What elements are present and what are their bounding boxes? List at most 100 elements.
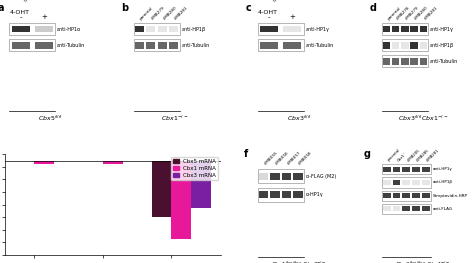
Bar bbox=[191, 160, 211, 208]
FancyBboxPatch shape bbox=[382, 190, 430, 201]
FancyBboxPatch shape bbox=[410, 26, 418, 32]
FancyBboxPatch shape bbox=[412, 166, 420, 172]
FancyBboxPatch shape bbox=[258, 23, 304, 35]
Text: cIMB056: cIMB056 bbox=[275, 150, 290, 165]
Text: a: a bbox=[0, 3, 4, 13]
Text: cIMB058: cIMB058 bbox=[298, 150, 313, 165]
FancyBboxPatch shape bbox=[12, 26, 30, 32]
FancyBboxPatch shape bbox=[383, 180, 391, 185]
Text: cIMB055: cIMB055 bbox=[264, 150, 279, 165]
Text: anti-HP1β: anti-HP1β bbox=[432, 180, 453, 184]
FancyBboxPatch shape bbox=[392, 193, 401, 198]
FancyBboxPatch shape bbox=[419, 42, 427, 49]
Text: cIMB278: cIMB278 bbox=[396, 6, 411, 21]
FancyBboxPatch shape bbox=[383, 166, 391, 172]
FancyBboxPatch shape bbox=[382, 23, 428, 35]
FancyBboxPatch shape bbox=[158, 26, 167, 32]
FancyBboxPatch shape bbox=[383, 193, 391, 198]
Text: cIMB281: cIMB281 bbox=[426, 148, 440, 162]
FancyBboxPatch shape bbox=[135, 26, 144, 32]
FancyBboxPatch shape bbox=[35, 42, 53, 49]
FancyBboxPatch shape bbox=[401, 42, 409, 49]
FancyBboxPatch shape bbox=[383, 26, 390, 32]
Text: cIMB281: cIMB281 bbox=[174, 6, 189, 21]
FancyBboxPatch shape bbox=[382, 204, 430, 214]
FancyBboxPatch shape bbox=[412, 180, 420, 185]
FancyBboxPatch shape bbox=[402, 180, 410, 185]
FancyBboxPatch shape bbox=[260, 42, 278, 49]
FancyBboxPatch shape bbox=[410, 42, 418, 49]
FancyBboxPatch shape bbox=[259, 173, 268, 180]
Text: $\it{Cbx1^{flox/flox}\ Cbx3^{-/-}}$: $\it{Cbx1^{flox/flox}\ Cbx3^{-/-}}$ bbox=[271, 260, 327, 263]
Text: anti-Tubulin: anti-Tubulin bbox=[430, 59, 458, 64]
FancyBboxPatch shape bbox=[293, 191, 302, 199]
Bar bbox=[172, 160, 191, 239]
FancyBboxPatch shape bbox=[412, 206, 420, 211]
FancyBboxPatch shape bbox=[134, 23, 180, 35]
FancyBboxPatch shape bbox=[402, 166, 410, 172]
Text: anti-HP1γ: anti-HP1γ bbox=[430, 27, 454, 32]
FancyBboxPatch shape bbox=[282, 173, 291, 180]
Text: $\it{Cbx3^{fl/fl}}$: $\it{Cbx3^{fl/fl}}$ bbox=[287, 114, 311, 123]
Text: f: f bbox=[244, 149, 248, 159]
FancyBboxPatch shape bbox=[282, 191, 291, 199]
Text: parental: parental bbox=[139, 6, 154, 21]
FancyBboxPatch shape bbox=[258, 169, 304, 184]
FancyBboxPatch shape bbox=[283, 42, 301, 49]
FancyBboxPatch shape bbox=[422, 180, 429, 185]
Text: α-FLAG (M2): α-FLAG (M2) bbox=[306, 174, 336, 179]
FancyBboxPatch shape bbox=[392, 26, 400, 32]
FancyBboxPatch shape bbox=[9, 39, 55, 51]
Text: c: c bbox=[246, 3, 252, 13]
Text: cIMB278: cIMB278 bbox=[272, 0, 290, 3]
Text: cIMB285: cIMB285 bbox=[416, 148, 430, 162]
Text: 4-OHT: 4-OHT bbox=[9, 10, 29, 15]
FancyBboxPatch shape bbox=[258, 188, 304, 202]
Legend: Cbx5 mRNA, Cbx1 mRNA, Cbx3 mRNA: Cbx5 mRNA, Cbx1 mRNA, Cbx3 mRNA bbox=[171, 157, 218, 180]
FancyBboxPatch shape bbox=[158, 42, 167, 49]
FancyBboxPatch shape bbox=[293, 173, 302, 180]
FancyBboxPatch shape bbox=[258, 39, 304, 51]
Text: cIMB281: cIMB281 bbox=[423, 6, 438, 21]
FancyBboxPatch shape bbox=[422, 166, 429, 172]
FancyBboxPatch shape bbox=[9, 23, 55, 35]
FancyBboxPatch shape bbox=[35, 26, 53, 32]
FancyBboxPatch shape bbox=[392, 180, 401, 185]
Text: +: + bbox=[41, 14, 47, 20]
Text: cIMB205: cIMB205 bbox=[406, 148, 421, 162]
Text: anti-Tubulin: anti-Tubulin bbox=[57, 43, 85, 48]
FancyBboxPatch shape bbox=[146, 26, 155, 32]
FancyBboxPatch shape bbox=[422, 193, 429, 198]
Text: anti-HP1γ: anti-HP1γ bbox=[306, 27, 329, 32]
Text: anti-FLAG: anti-FLAG bbox=[432, 207, 453, 211]
Text: cIMB279: cIMB279 bbox=[405, 6, 420, 21]
FancyBboxPatch shape bbox=[134, 39, 180, 51]
FancyBboxPatch shape bbox=[382, 178, 430, 188]
Text: b: b bbox=[121, 3, 128, 13]
Text: -: - bbox=[268, 14, 271, 20]
FancyBboxPatch shape bbox=[392, 42, 400, 49]
Text: cIMB279: cIMB279 bbox=[151, 6, 166, 21]
Text: anti-HP1β: anti-HP1β bbox=[430, 43, 454, 48]
FancyBboxPatch shape bbox=[392, 166, 401, 172]
Text: parental: parental bbox=[387, 148, 401, 162]
FancyBboxPatch shape bbox=[401, 26, 409, 32]
Text: cIMB274: cIMB274 bbox=[23, 0, 42, 3]
Text: $\it{Cbx3^{fl/fl} Cbx1^{-/-}}$: $\it{Cbx3^{fl/fl} Cbx1^{-/-}}$ bbox=[398, 114, 448, 123]
FancyBboxPatch shape bbox=[392, 58, 400, 65]
FancyBboxPatch shape bbox=[412, 193, 420, 198]
FancyBboxPatch shape bbox=[401, 58, 409, 65]
Text: Cbx1⁻: Cbx1⁻ bbox=[396, 151, 408, 162]
FancyBboxPatch shape bbox=[12, 42, 30, 49]
FancyBboxPatch shape bbox=[419, 58, 427, 65]
Text: $\it{Cbx3^{flox/flox}\ Cbx1^{-/-}}$: $\it{Cbx3^{flox/flox}\ Cbx1^{-/-}}$ bbox=[395, 260, 451, 263]
FancyBboxPatch shape bbox=[270, 191, 280, 199]
Text: cIMB057: cIMB057 bbox=[286, 150, 302, 165]
Text: anti-HP1β: anti-HP1β bbox=[182, 27, 205, 32]
Text: -: - bbox=[19, 14, 22, 20]
FancyBboxPatch shape bbox=[383, 206, 391, 211]
FancyBboxPatch shape bbox=[169, 42, 178, 49]
Text: anti-Tubulin: anti-Tubulin bbox=[306, 43, 334, 48]
Text: parental: parental bbox=[386, 6, 401, 21]
FancyBboxPatch shape bbox=[135, 42, 144, 49]
